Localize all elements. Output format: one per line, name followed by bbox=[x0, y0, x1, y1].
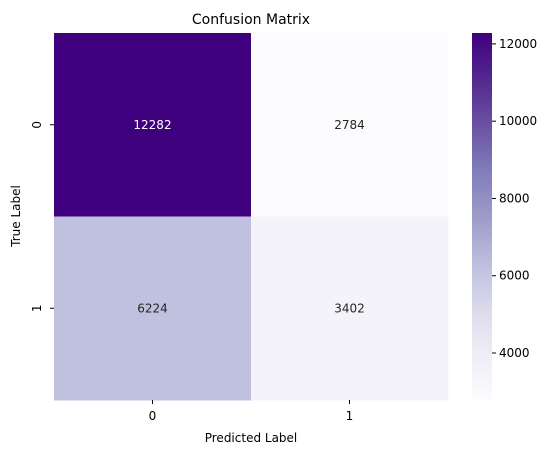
heatmap-cell-0-1 bbox=[251, 33, 449, 217]
heatmap-cells bbox=[54, 33, 449, 401]
heatmap-cell-1-0 bbox=[54, 216, 252, 401]
heatmap-cell-0-0 bbox=[54, 33, 252, 217]
x-tick-label: 1 bbox=[346, 409, 354, 423]
y-axis-ticks: 01 bbox=[30, 121, 54, 312]
chart-title: Confusion Matrix bbox=[192, 12, 310, 28]
x-tick-label: 0 bbox=[149, 409, 157, 423]
heatmap-cell-1-1 bbox=[251, 216, 449, 401]
x-axis-label: Predicted Label bbox=[205, 431, 298, 445]
cell-value-label-0-0: 12282 bbox=[133, 118, 171, 132]
y-tick-label: 0 bbox=[30, 121, 44, 129]
y-tick-label: 1 bbox=[30, 304, 44, 312]
colorbar-tick-label: 10000 bbox=[499, 114, 537, 128]
colorbar-tick-label: 6000 bbox=[499, 269, 530, 283]
cell-value-label-1-1: 3402 bbox=[334, 301, 365, 315]
heatmap-cell-labels: 12282 2784 6224 3402 bbox=[133, 118, 364, 316]
colorbar bbox=[472, 33, 492, 400]
colorbar-tick-label: 4000 bbox=[499, 346, 530, 360]
colorbar-tick-label: 8000 bbox=[499, 191, 530, 205]
colorbar-tick-label: 12000 bbox=[499, 37, 537, 51]
colorbar-ticks: 4000 6000 8000 10000 12000 bbox=[492, 37, 537, 360]
cell-value-label-1-0: 6224 bbox=[137, 301, 168, 315]
y-axis-label: True Label bbox=[9, 185, 23, 248]
cell-value-label-0-1: 2784 bbox=[334, 118, 365, 132]
